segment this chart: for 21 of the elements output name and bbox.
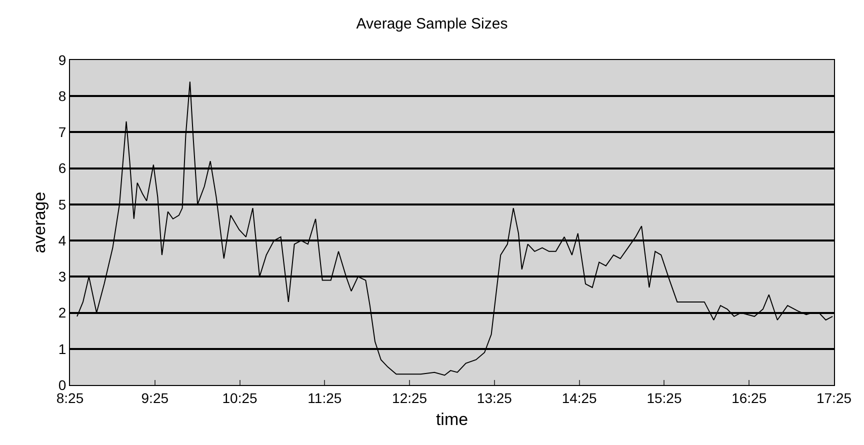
x-tick-label: 14:25: [562, 390, 598, 406]
x-tick-label: 10:25: [222, 390, 258, 406]
chart-title: Average Sample Sizes: [356, 15, 508, 32]
x-axis-title: time: [436, 410, 468, 430]
x-tick-label: 12:25: [392, 390, 428, 406]
x-tick-label: 16:25: [732, 390, 767, 406]
y-tick-label: 4: [58, 232, 66, 248]
x-tick-label: 11:25: [308, 390, 342, 406]
y-tick-label: 2: [58, 304, 66, 321]
x-tick-label: 9:25: [141, 390, 169, 406]
y-tick-label: 9: [58, 52, 66, 68]
y-axis-title: average: [30, 192, 49, 254]
x-tick-label: 17:25: [816, 390, 852, 406]
y-tick-label: 5: [58, 196, 66, 212]
y-tick-label: 8: [58, 88, 66, 104]
x-tick-label: 13:25: [476, 390, 512, 406]
y-tick-label: 6: [58, 160, 66, 176]
y-tick-label: 7: [58, 124, 66, 140]
x-tick-label: 15:25: [646, 390, 682, 406]
y-tick-label: 1: [58, 340, 66, 357]
y-tick-label: 3: [58, 268, 66, 285]
